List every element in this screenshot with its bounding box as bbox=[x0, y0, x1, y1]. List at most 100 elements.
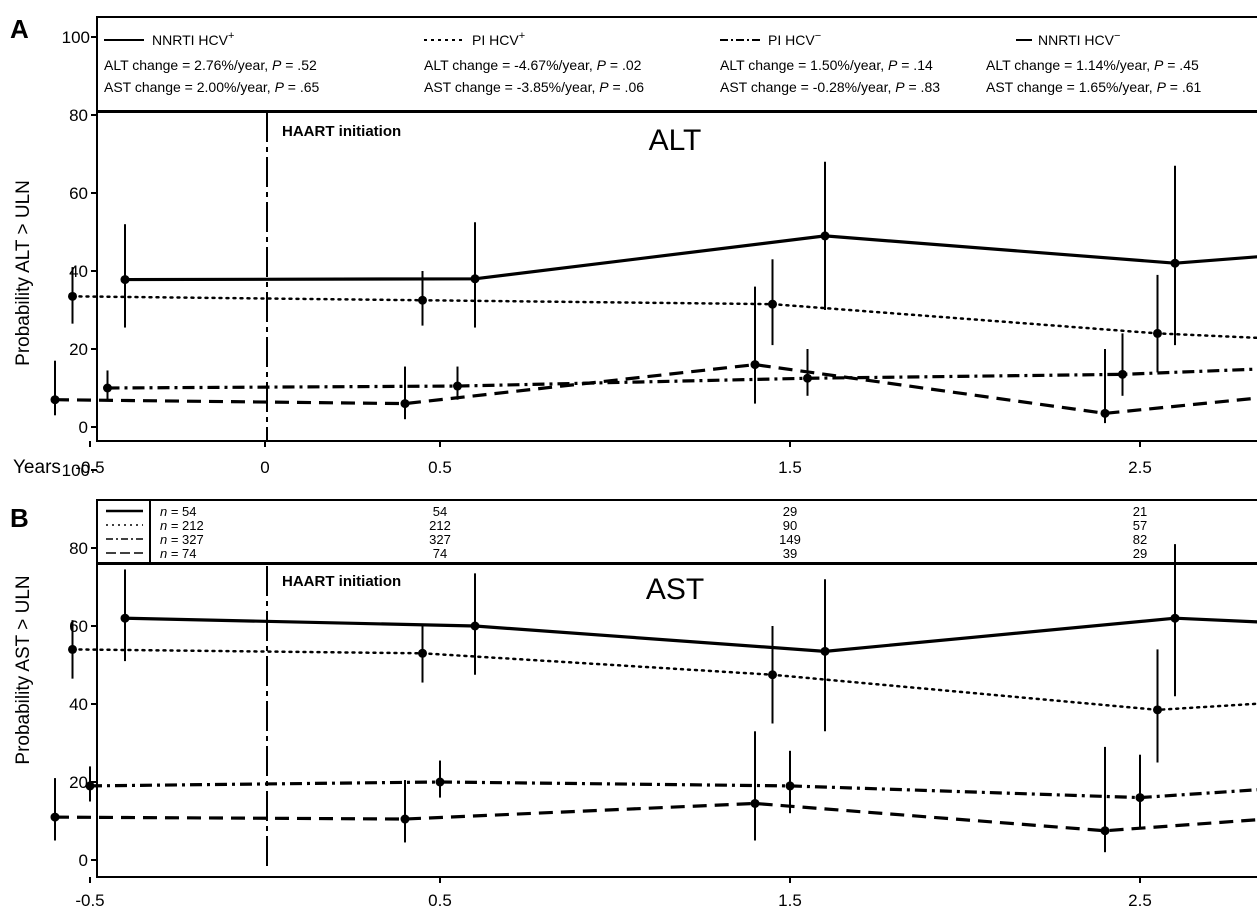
data-point bbox=[120, 613, 130, 623]
data-point bbox=[820, 646, 830, 656]
plot-title-a: ALT bbox=[649, 124, 702, 157]
y-tick-label: 40 bbox=[69, 262, 88, 281]
x-tick-label: -0.5 bbox=[75, 891, 104, 910]
data-point bbox=[400, 399, 410, 409]
haart-annotation-a: HAART initiation bbox=[282, 123, 401, 140]
plot-area-b bbox=[96, 562, 1257, 878]
data-point bbox=[1170, 258, 1180, 268]
n-table-cell: 29 bbox=[783, 504, 797, 519]
legend-label: PI HCV+ bbox=[472, 30, 525, 48]
n-table-cell: 57 bbox=[1133, 518, 1147, 533]
data-point bbox=[1100, 408, 1110, 418]
n-table-cell: 29 bbox=[1133, 546, 1147, 561]
panel-label-b: B bbox=[10, 503, 29, 533]
data-point bbox=[120, 275, 130, 285]
legend-a: NNRTI HCV+ ALT change = 2.76%/year, P = .… bbox=[104, 30, 1202, 95]
x-axis-label-a: Years bbox=[13, 457, 61, 478]
y-tick-label: 0 bbox=[79, 851, 88, 870]
y-axis-label-a: Probability ALT > ULN bbox=[13, 180, 34, 366]
n-table-cell: 39 bbox=[783, 546, 797, 561]
x-tick-label: 1.5 bbox=[778, 891, 802, 910]
series-line bbox=[54, 363, 1257, 415]
legend-stat: ALT change = 1.50%/year, P = .14 bbox=[720, 57, 933, 73]
n-table-cell: 212 bbox=[429, 518, 451, 533]
legend-label: NNRTI HCV+ bbox=[152, 30, 234, 48]
legend-stat: AST change = 1.65%/year, P = .61 bbox=[986, 79, 1202, 95]
data-point bbox=[1135, 793, 1145, 803]
legend-stat: AST change = -3.85%/year, P = .06 bbox=[424, 79, 644, 95]
data-point bbox=[1100, 826, 1110, 836]
data-point bbox=[435, 777, 445, 787]
data-point bbox=[470, 621, 480, 631]
x-tick-label: -0.5 bbox=[75, 458, 104, 477]
legend-stat: AST change = 2.00%/year, P = .65 bbox=[104, 79, 320, 95]
haart-annotation-b: HAART initiation bbox=[282, 573, 401, 590]
n-table-first: n = 212 bbox=[160, 518, 204, 533]
series-line bbox=[71, 295, 1257, 340]
y-axis-label-b: Probability AST > ULN bbox=[13, 575, 34, 764]
series-line bbox=[71, 648, 1257, 712]
data-point bbox=[1153, 328, 1162, 338]
x-tick-label: 0.5 bbox=[428, 891, 452, 910]
n-table-cell: 82 bbox=[1133, 532, 1147, 547]
data-point bbox=[803, 373, 812, 383]
plot-area-a bbox=[96, 110, 1257, 442]
series-line bbox=[124, 616, 1257, 653]
y-tick-label: 20 bbox=[69, 340, 88, 359]
plot-title-b: AST bbox=[646, 573, 704, 606]
data-point bbox=[50, 812, 60, 822]
n-table-cell: 74 bbox=[433, 546, 447, 561]
data-point bbox=[103, 383, 112, 393]
y-tick-label: 20 bbox=[69, 773, 88, 792]
y-tick-label: 40 bbox=[69, 695, 88, 714]
y-tick-label: 100 bbox=[62, 461, 90, 480]
data-point bbox=[1118, 369, 1127, 379]
data-point bbox=[1170, 613, 1180, 623]
legend-stat: ALT change = -4.67%/year, P = .02 bbox=[424, 57, 642, 73]
n-table-first: n = 327 bbox=[160, 532, 204, 547]
data-point bbox=[820, 231, 830, 241]
y-tick-label: 80 bbox=[69, 106, 88, 125]
legend-stat: ALT change = 1.14%/year, P = .45 bbox=[986, 57, 1199, 73]
x-tick-label: 2.5 bbox=[1128, 891, 1152, 910]
x-tick-label: 2.5 bbox=[1128, 458, 1152, 477]
legend-label: NNRTI HCV− bbox=[1038, 30, 1120, 48]
data-point bbox=[768, 299, 777, 309]
data-point bbox=[418, 648, 427, 658]
n-table-cell: 90 bbox=[783, 518, 797, 533]
series-line bbox=[107, 367, 1257, 390]
data-point bbox=[68, 644, 77, 654]
n-table: n = 5454292112n = 212212905739n = 327327… bbox=[106, 504, 1147, 561]
y-tick-label: 0 bbox=[79, 418, 88, 437]
n-table-cell: 327 bbox=[429, 532, 451, 547]
x-tick-label: 1.5 bbox=[778, 458, 802, 477]
legend-stat: AST change = -0.28%/year, P = .83 bbox=[720, 79, 940, 95]
data-point bbox=[400, 814, 410, 824]
panel-label-a: A bbox=[10, 14, 29, 44]
data-point bbox=[1153, 705, 1162, 715]
n-table-first: n = 74 bbox=[160, 546, 197, 561]
y-tick-label: 80 bbox=[69, 539, 88, 558]
y-tick-label: 60 bbox=[69, 184, 88, 203]
x-tick-label: 0.5 bbox=[428, 458, 452, 477]
x-tick-label: 0 bbox=[260, 458, 269, 477]
data-point bbox=[768, 670, 777, 680]
data-point bbox=[750, 360, 760, 370]
data-point bbox=[750, 798, 760, 808]
n-table-cell: 149 bbox=[779, 532, 801, 547]
data-point bbox=[785, 781, 795, 791]
data-point bbox=[68, 291, 77, 301]
series-line bbox=[54, 801, 1257, 833]
data-point bbox=[418, 295, 427, 305]
data-point bbox=[85, 781, 95, 791]
data-point bbox=[453, 381, 462, 391]
y-tick-label: 60 bbox=[69, 617, 88, 636]
legend-stat: ALT change = 2.76%/year, P = .52 bbox=[104, 57, 317, 73]
n-table-box-b bbox=[96, 499, 1257, 565]
n-table-cell: 21 bbox=[1133, 504, 1147, 519]
series-line bbox=[89, 780, 1257, 800]
legend-label: PI HCV− bbox=[768, 30, 821, 48]
